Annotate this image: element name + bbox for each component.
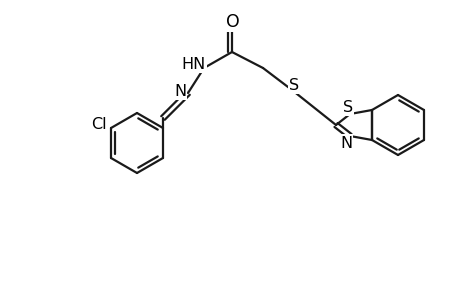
- Text: Cl: Cl: [91, 116, 106, 131]
- Text: N: N: [174, 83, 185, 98]
- Text: O: O: [226, 13, 239, 31]
- Text: S: S: [288, 77, 298, 92]
- Text: N: N: [339, 136, 351, 151]
- Text: S: S: [342, 100, 353, 115]
- Text: HN: HN: [181, 56, 206, 71]
